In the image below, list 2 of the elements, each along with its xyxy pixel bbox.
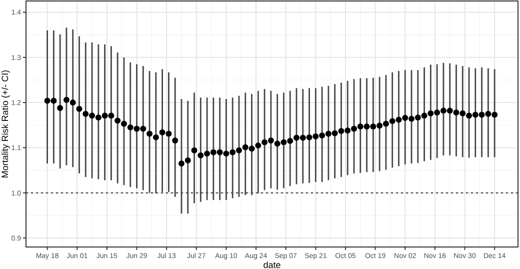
x-axis-title: date <box>263 260 281 269</box>
y-axis-title: Mortality Risk Ratio (+/- CI) <box>0 70 10 178</box>
